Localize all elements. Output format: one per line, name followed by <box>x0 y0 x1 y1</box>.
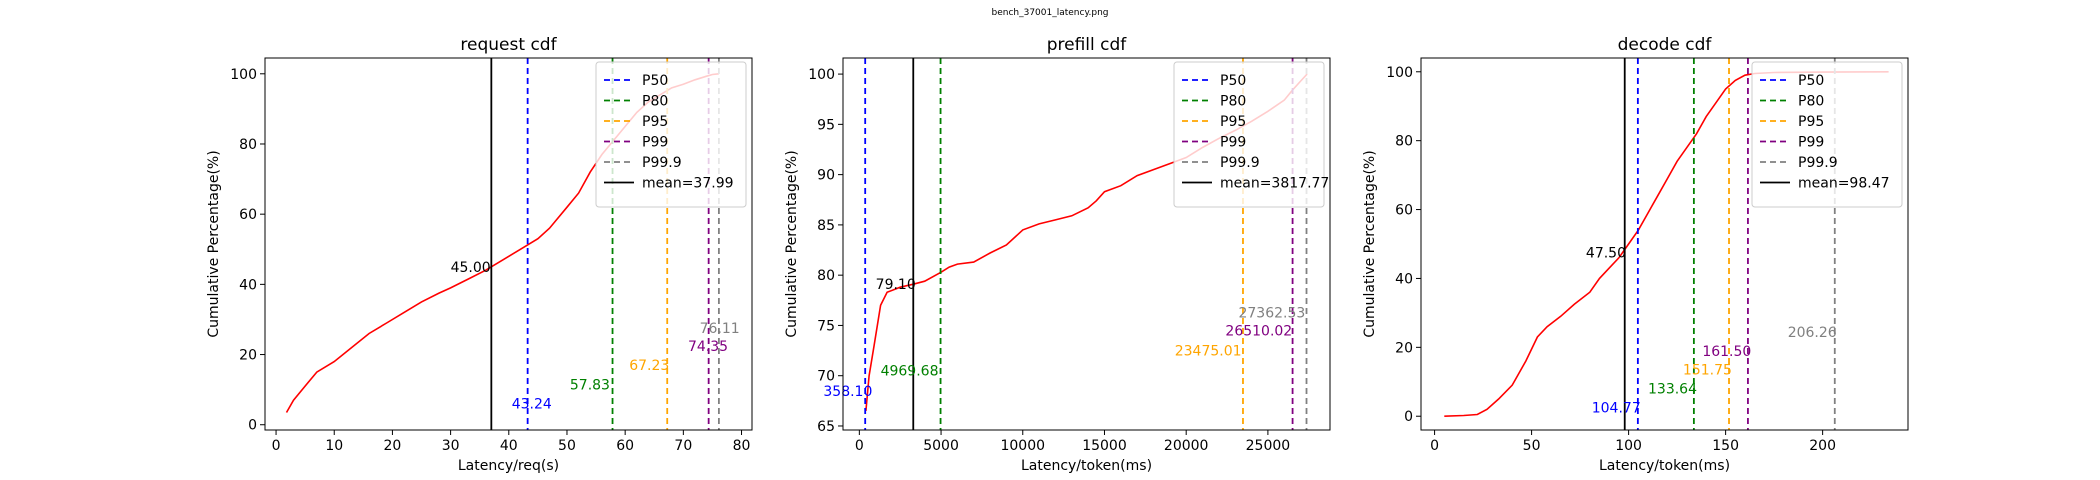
percentile-annotation: 104.77 <box>1592 401 1641 417</box>
legend-label: P95 <box>642 114 668 130</box>
x-tick-label: 50 <box>1523 438 1541 454</box>
percentile-annotation: 27362.53 <box>1238 305 1305 321</box>
x-tick-label: 200 <box>1809 438 1836 454</box>
x-tick-label: 0 <box>1430 438 1439 454</box>
percentile-annotation: 57.83 <box>570 377 610 393</box>
x-tick-label: 25000 <box>1246 438 1291 454</box>
plot-frame <box>842 57 1331 431</box>
x-tick-label: 70 <box>674 438 692 454</box>
y-tick-label: 75 <box>817 318 835 334</box>
x-tick-label: 50 <box>558 438 576 454</box>
y-tick-label: 80 <box>817 268 835 284</box>
y-tick-label: 95 <box>817 117 835 133</box>
y-tick-label: 0 <box>248 418 257 434</box>
x-axis-label: Latency/req(s) <box>458 458 559 474</box>
legend-label: P95 <box>1798 114 1824 130</box>
y-tick-label: 0 <box>1404 409 1413 425</box>
legend-label: P99.9 <box>1798 155 1838 171</box>
y-tick-label: 60 <box>1395 203 1413 219</box>
y-tick-label: 100 <box>808 67 835 83</box>
percentile-annotation: 4969.68 <box>881 364 939 380</box>
x-tick-label: 20000 <box>1164 438 1209 454</box>
legend-label: P50 <box>1220 73 1246 89</box>
chart-title: decode cdf <box>1618 35 1713 55</box>
x-tick-label: 20 <box>384 438 402 454</box>
y-axis-label: Cumulative Percentage(%) <box>1362 150 1378 337</box>
mean-annotation: 47.50 <box>1586 246 1626 262</box>
y-tick-label: 80 <box>239 137 257 153</box>
y-axis-label: Cumulative Percentage(%) <box>206 150 222 337</box>
legend-box <box>1173 61 1325 208</box>
x-tick-label: 0 <box>272 438 281 454</box>
y-tick-label: 20 <box>239 348 257 364</box>
legend-label: P80 <box>642 94 668 110</box>
legend-label: P80 <box>1798 94 1824 110</box>
mean-annotation: 79.10 <box>876 277 916 293</box>
x-tick-label: 0 <box>855 438 864 454</box>
x-tick-label: 10 <box>325 438 343 454</box>
percentile-annotation: 133.64 <box>1648 382 1697 398</box>
y-tick-label: 85 <box>817 218 835 234</box>
x-tick-label: 150 <box>1712 438 1739 454</box>
x-tick-label: 80 <box>733 438 751 454</box>
percentile-annotation: 206.26 <box>1788 325 1837 341</box>
y-tick-label: 60 <box>239 207 257 223</box>
y-tick-label: 40 <box>1395 271 1413 287</box>
percentile-annotation: 23475.01 <box>1175 344 1242 360</box>
x-tick-label: 15000 <box>1082 438 1127 454</box>
chart-title: request cdf <box>460 35 557 55</box>
chart-panel-1: request cdf 0 10 20 30 40 50 60 70 80 0 20 40 60 80 100… <box>206 35 753 474</box>
y-axis-label: Cumulative Percentage(%) <box>784 150 800 337</box>
cdf-curve <box>1444 71 1889 417</box>
mean-annotation: 45.00 <box>451 260 491 276</box>
chart-panel-2: prefill cdf 0 5000 10000 15000 20000 25000 65 70… <box>784 35 1331 474</box>
y-tick-label: 80 <box>1395 134 1413 150</box>
x-axis-label: Latency/token(ms) <box>1021 458 1152 474</box>
x-tick-label: 40 <box>500 438 518 454</box>
y-tick-label: 20 <box>1395 340 1413 356</box>
legend-label: P80 <box>1220 94 1246 110</box>
chart-panel-3: decode cdf 0 50 100 150 200 0 20 40 60 80 100 Latenc… <box>1362 35 1909 474</box>
x-tick-label: 100 <box>1615 438 1642 454</box>
figure-title: bench_37001_latency.png <box>991 8 1109 18</box>
percentile-annotation: 76.11 <box>700 321 740 337</box>
y-tick-label: 100 <box>230 67 257 83</box>
x-tick-label: 30 <box>442 438 460 454</box>
legend-label: P99 <box>642 135 668 151</box>
legend-box <box>595 61 747 208</box>
chart-title: prefill cdf <box>1047 35 1128 55</box>
plot-frame <box>264 57 753 431</box>
legend-box <box>1751 61 1903 208</box>
y-tick-label: 100 <box>1386 65 1413 81</box>
legend-label: P99.9 <box>642 155 682 171</box>
legend-label: P99 <box>1220 135 1246 151</box>
percentile-annotation: 151.75 <box>1683 363 1732 379</box>
percentile-annotation: 161.50 <box>1702 344 1751 360</box>
legend-label-mean: mean=98.47 <box>1798 176 1890 192</box>
percentile-annotation: 26510.02 <box>1225 323 1292 339</box>
y-tick-label: 40 <box>239 277 257 293</box>
percentile-annotation: 74.35 <box>688 339 728 355</box>
legend-label: P99.9 <box>1220 155 1260 171</box>
y-tick-label: 70 <box>817 369 835 385</box>
x-tick-label: 60 <box>616 438 634 454</box>
legend-label: P95 <box>1220 114 1246 130</box>
x-tick-label: 5000 <box>923 438 959 454</box>
percentile-annotation: 67.23 <box>629 358 669 374</box>
legend-label: P50 <box>642 73 668 89</box>
legend-label-mean: mean=3817.77 <box>1220 176 1329 192</box>
x-axis-label: Latency/token(ms) <box>1599 458 1730 474</box>
legend-label: P50 <box>1798 73 1824 89</box>
percentile-annotation: 43.24 <box>512 397 552 413</box>
y-tick-label: 65 <box>817 419 835 435</box>
legend-label: P99 <box>1798 135 1824 151</box>
legend-label-mean: mean=37.99 <box>642 176 734 192</box>
plot-frame <box>1420 57 1909 431</box>
y-tick-label: 90 <box>817 168 835 184</box>
x-tick-label: 10000 <box>1000 438 1045 454</box>
percentile-annotation: 358.10 <box>823 384 872 400</box>
